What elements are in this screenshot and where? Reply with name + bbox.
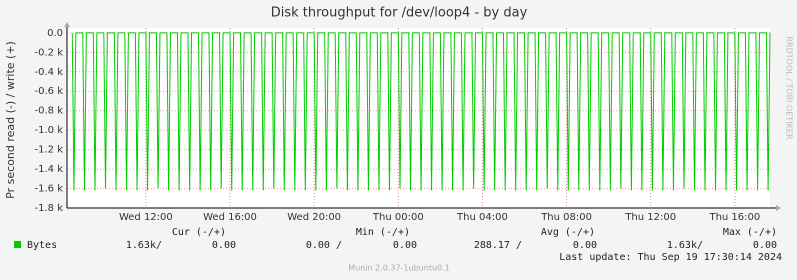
legend-label: Bytes	[27, 240, 57, 251]
legend-cell: 288.17 /	[474, 240, 522, 251]
legend-header: Max (-/+)	[723, 227, 777, 238]
x-arrow	[776, 205, 781, 211]
legend-cell: 0.00	[393, 240, 417, 251]
x-tick-label: Thu 00:00	[372, 212, 424, 223]
marks	[71, 32, 771, 191]
y-tick-label: -0.4 k	[35, 67, 64, 78]
legend-cell: 1.63k/	[667, 240, 703, 251]
legend-header: Avg (-/+)	[541, 227, 595, 238]
y-tick-label: -0.8 k	[35, 106, 64, 117]
x-tick-label: Thu 16:00	[708, 212, 760, 223]
x-tick-label: Thu 12:00	[624, 212, 676, 223]
x-tick-label: Wed 12:00	[119, 212, 173, 223]
side-text: RRDTOOL / TOBI OETIKER	[785, 36, 794, 139]
y-tick-label: -1.2 k	[35, 145, 64, 156]
legend-cell: 0.00 /	[306, 240, 342, 251]
series-line	[71, 32, 771, 191]
y-tick-label: -1.6 k	[35, 184, 64, 195]
legend-swatch	[14, 241, 21, 248]
legend-header: Cur (-/+)	[172, 227, 226, 238]
legend-cell: 0.00	[753, 240, 777, 251]
legend-cell: 1.63k/	[126, 240, 162, 251]
x-tick-label: Wed 20:00	[287, 212, 341, 223]
x-tick-label: Thu 04:00	[456, 212, 508, 223]
y-tick-label: -1.8 k	[35, 203, 64, 214]
y-tick-label: -0.6 k	[35, 86, 64, 97]
legend-cell: 0.00	[212, 240, 236, 251]
chart-title: Disk throughput for /dev/loop4 - by day	[271, 6, 528, 21]
y-arrow	[64, 22, 70, 27]
legend-cell: 0.00	[573, 240, 597, 251]
y-axis-label: Pr second read (-) / write (+)	[4, 41, 17, 199]
last-update: Last update: Thu Sep 19 17:30:14 2024	[559, 252, 782, 263]
x-tick-label: Thu 08:00	[540, 212, 592, 223]
y-tick-label: -1.4 k	[35, 164, 64, 175]
y-tick-label: -0.2 k	[35, 47, 64, 58]
y-tick-label: -1.0 k	[35, 125, 64, 136]
x-tick-label: Wed 16:00	[203, 212, 257, 223]
y-tick-label: 0.0	[47, 28, 63, 39]
legend-header: Min (-/+)	[356, 227, 410, 238]
footer: Munin 2.0.37-1ubuntu0.1	[348, 264, 450, 273]
